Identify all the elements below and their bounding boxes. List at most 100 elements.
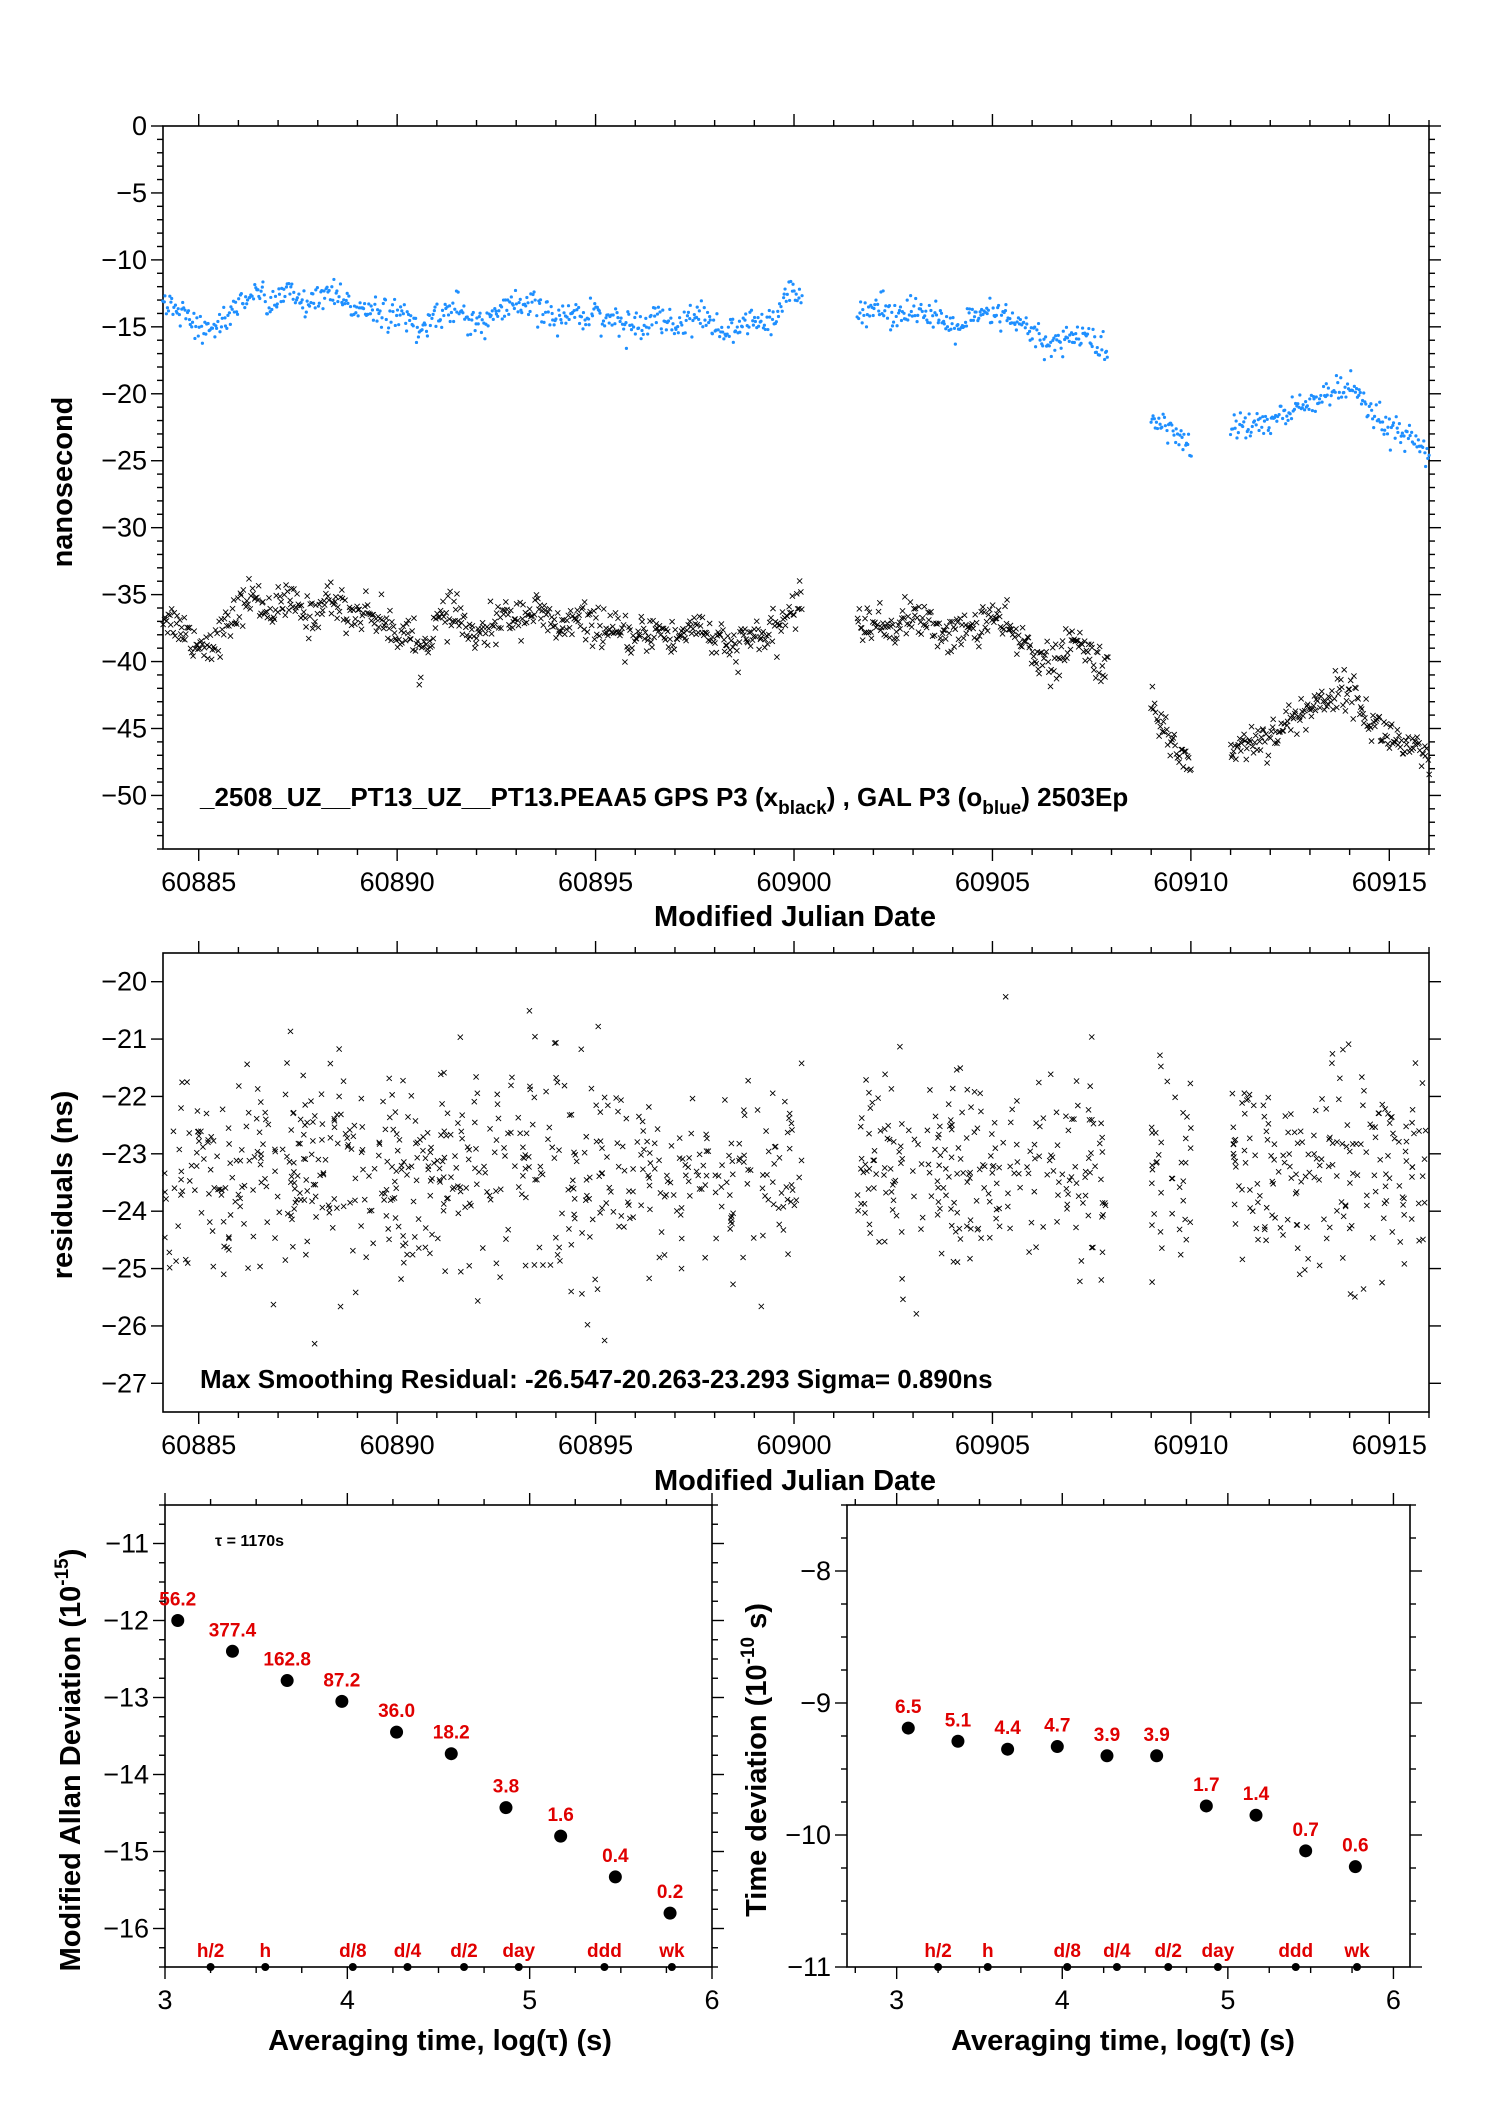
residual-point xyxy=(704,1135,710,1142)
gal-point xyxy=(273,294,278,298)
gal-point xyxy=(1022,320,1026,324)
residual-point xyxy=(638,1202,645,1209)
gal-point xyxy=(789,279,793,284)
residual-point xyxy=(215,1186,221,1193)
gal-point xyxy=(401,312,405,316)
gal-point xyxy=(877,309,881,313)
gps-point xyxy=(1058,643,1065,650)
gal-point xyxy=(674,327,678,332)
residual-point xyxy=(522,1194,529,1201)
residual-point xyxy=(1359,1102,1366,1109)
residual-point xyxy=(434,1235,441,1242)
residual-point xyxy=(1085,1155,1092,1162)
residual-point xyxy=(400,1242,406,1249)
residual-point xyxy=(222,1185,229,1191)
gal-point xyxy=(325,285,329,289)
gal-point xyxy=(302,289,306,293)
residual-point xyxy=(396,1136,403,1143)
residual-point xyxy=(960,1170,967,1176)
gps-point xyxy=(911,605,917,612)
tdev-data-point xyxy=(1150,1749,1164,1763)
residual-point xyxy=(571,1195,578,1202)
gal-point xyxy=(627,312,631,316)
gal-point xyxy=(332,301,337,306)
gps-point xyxy=(1259,726,1266,732)
gal-point xyxy=(601,319,606,323)
tdev-data-point xyxy=(951,1734,965,1748)
residual-point xyxy=(728,1215,734,1221)
residual-point xyxy=(537,1163,544,1170)
residual-point xyxy=(1326,1134,1333,1141)
residual-point xyxy=(630,1188,636,1195)
gal-point xyxy=(299,300,303,305)
gps-point xyxy=(255,597,261,604)
residual-point xyxy=(1326,1136,1333,1143)
residual-point xyxy=(1369,1234,1376,1241)
residual-point xyxy=(647,1160,654,1167)
mdev-interval-marker xyxy=(261,1963,270,1971)
gps-point xyxy=(649,644,655,651)
gal-point xyxy=(897,311,901,315)
gps-point xyxy=(1241,731,1247,738)
residual-point xyxy=(897,1143,904,1150)
gps-point xyxy=(979,604,986,610)
residual-point xyxy=(349,1247,356,1254)
gal-point xyxy=(926,320,930,325)
residual-point xyxy=(1098,1276,1105,1283)
gal-point xyxy=(797,296,801,300)
gps-point xyxy=(694,621,701,628)
gal-point xyxy=(354,311,358,315)
gal-point xyxy=(1423,451,1427,455)
gps-point xyxy=(354,603,361,610)
residual-point xyxy=(366,1207,373,1214)
gal-point xyxy=(1314,395,1318,399)
residual-point xyxy=(1027,1148,1034,1155)
gps-point xyxy=(1036,670,1043,677)
residual-point xyxy=(918,1226,924,1233)
gal-point xyxy=(1036,321,1041,326)
residual-point xyxy=(603,1200,610,1206)
residual-point xyxy=(1247,1205,1254,1211)
residual-point xyxy=(1004,1203,1011,1210)
residual-point xyxy=(1263,1237,1270,1244)
gps-point xyxy=(888,617,895,624)
residual-point xyxy=(532,1176,539,1183)
gal-point xyxy=(1396,430,1400,435)
residual-point xyxy=(754,1107,761,1113)
gps-point xyxy=(243,597,250,604)
residual-point xyxy=(1409,1164,1416,1170)
gal-point xyxy=(409,314,413,318)
gal-point xyxy=(1233,426,1237,430)
y-tick-label: −5 xyxy=(116,178,147,208)
gal-point xyxy=(956,322,960,327)
gps-point xyxy=(1105,654,1111,661)
gal-point xyxy=(1304,400,1308,404)
gps-point xyxy=(1163,726,1170,733)
gal-point xyxy=(659,327,663,331)
residual-point xyxy=(862,1210,868,1216)
residual-point xyxy=(635,1113,642,1120)
gps-point xyxy=(1086,656,1093,663)
gal-point xyxy=(478,311,482,315)
gal-point xyxy=(1406,436,1411,441)
residual-point xyxy=(497,1186,504,1193)
residual-point xyxy=(618,1097,624,1104)
residual-point xyxy=(1270,1180,1277,1187)
residual-point xyxy=(551,1040,558,1047)
residual-point xyxy=(398,1276,404,1282)
residual-point xyxy=(977,1090,984,1097)
residual-point xyxy=(163,1195,170,1202)
residual-point xyxy=(471,1098,478,1105)
x-tick-label: 3 xyxy=(889,1985,904,2015)
gps-point xyxy=(1269,724,1276,731)
gps-point xyxy=(1357,704,1364,710)
residual-point xyxy=(897,1160,904,1167)
gal-point xyxy=(1265,417,1269,421)
residual-point xyxy=(1325,1163,1332,1170)
residual-point xyxy=(375,1152,382,1159)
residual-point xyxy=(857,1123,864,1130)
residual-point xyxy=(1033,1244,1040,1251)
residual-point xyxy=(360,1166,366,1173)
gps-point xyxy=(1351,673,1357,680)
gal-point xyxy=(682,310,686,314)
